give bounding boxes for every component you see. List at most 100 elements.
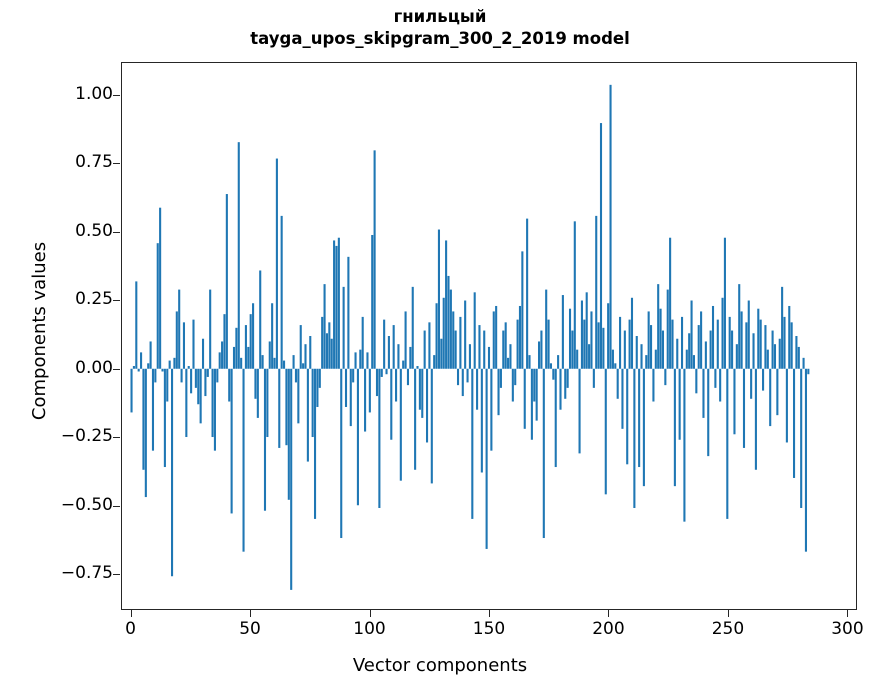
bar	[769, 368, 772, 427]
bar	[468, 344, 471, 369]
bar	[792, 368, 796, 478]
bar	[545, 289, 548, 369]
bar	[416, 366, 419, 369]
bar	[206, 368, 209, 377]
bar	[785, 368, 788, 443]
bar	[364, 368, 367, 432]
bar	[711, 305, 715, 369]
bar	[194, 368, 197, 388]
bar	[280, 215, 283, 369]
bar	[318, 368, 321, 388]
bar	[209, 289, 212, 369]
x-tick-label: 0	[125, 619, 136, 639]
bar	[154, 368, 157, 383]
bar	[523, 368, 526, 429]
chart-title: гнильцый tayga_upos_skipgram_300_2_2019 …	[0, 6, 880, 50]
bar	[750, 368, 753, 399]
bar	[433, 355, 436, 369]
bar	[790, 322, 793, 369]
bar	[690, 300, 693, 369]
bar	[638, 368, 641, 468]
bar	[802, 357, 805, 369]
bar	[742, 368, 746, 448]
bar	[161, 368, 164, 372]
bar	[616, 368, 619, 399]
bar	[671, 319, 674, 369]
y-tick-label: −0.50	[60, 494, 113, 515]
bar	[242, 368, 245, 552]
bar	[471, 368, 474, 519]
x-tick-label: 300	[831, 619, 864, 639]
bar	[497, 368, 500, 416]
x-tick-mark	[369, 610, 371, 617]
bar	[635, 336, 638, 369]
bar	[695, 368, 698, 394]
bar	[311, 368, 314, 438]
x-tick-label: 250	[711, 619, 745, 639]
bar-series-canvas	[130, 84, 810, 590]
bar	[399, 368, 402, 481]
bar	[576, 349, 579, 369]
bar	[628, 319, 631, 369]
bar	[757, 308, 760, 369]
bar	[449, 289, 452, 369]
y-tick-label: −0.75	[60, 563, 113, 584]
bar	[273, 357, 276, 369]
bar	[373, 150, 376, 369]
y-tick-mark	[113, 437, 120, 439]
bar	[149, 341, 152, 369]
bar	[762, 368, 765, 391]
bar	[480, 368, 483, 473]
bar	[425, 368, 429, 443]
bar	[707, 368, 710, 457]
bar	[454, 330, 457, 369]
bar	[159, 207, 162, 369]
bar	[294, 368, 298, 383]
bar	[559, 368, 562, 410]
bar	[237, 142, 240, 369]
bar	[321, 316, 324, 369]
y-tick-label: 0.25	[75, 289, 113, 310]
bar	[333, 240, 336, 369]
bar	[216, 368, 219, 383]
y-tick-label: 1.00	[75, 83, 113, 104]
bar	[187, 366, 190, 369]
bar	[614, 363, 617, 369]
x-axis-label: Vector components	[352, 655, 528, 676]
bar	[271, 303, 274, 369]
x-tick-mark	[847, 610, 849, 617]
bar	[590, 311, 593, 369]
bar	[528, 355, 531, 369]
y-tick-mark	[113, 94, 120, 96]
bar	[633, 368, 636, 508]
bar	[290, 368, 293, 590]
bar	[132, 366, 135, 369]
x-tick-mark	[727, 610, 729, 617]
bar	[530, 368, 533, 440]
bar	[645, 355, 648, 369]
bar	[330, 338, 333, 369]
bar	[182, 322, 186, 369]
bar	[542, 368, 545, 539]
bar	[240, 357, 243, 369]
bar	[680, 316, 684, 369]
bar	[464, 300, 467, 369]
bar	[395, 368, 398, 402]
bar	[514, 368, 517, 386]
bar	[683, 368, 686, 522]
y-tick-mark	[113, 505, 120, 507]
bar	[804, 368, 808, 552]
bar	[166, 368, 169, 402]
bar	[733, 368, 736, 435]
bar	[602, 327, 605, 369]
bar	[263, 368, 267, 511]
bar	[521, 251, 524, 369]
bar	[304, 344, 307, 369]
bar	[702, 368, 705, 418]
bar	[299, 325, 302, 369]
bar	[697, 325, 700, 369]
bar	[204, 368, 207, 397]
bar	[228, 368, 231, 402]
bar	[437, 229, 441, 369]
